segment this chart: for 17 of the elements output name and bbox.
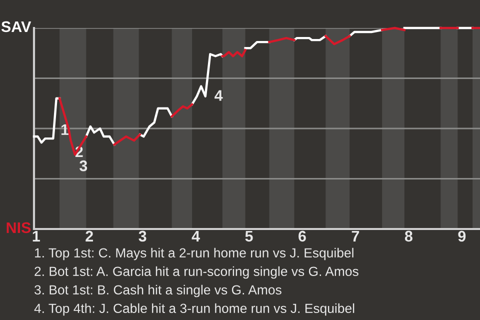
annotation: 3 [80, 160, 88, 172]
text: SAV [1, 21, 32, 32]
x-tick-label: 4 [192, 230, 200, 242]
text: 2. Bot 1st: A. Garcia hit a run-scoring single vs G. Amos [34, 266, 358, 279]
text: 1. Top 1st: C. Mays hit a 2-run home run vs J. Esquibel [35, 248, 354, 260]
x-tick-label: 2 [86, 230, 93, 242]
x-tick-label: 1 [32, 230, 40, 242]
annotation: 4 [214, 90, 223, 101]
x-tick-label: 5 [245, 230, 253, 242]
text: NIS [6, 222, 31, 234]
x-tick-label: 8 [404, 230, 412, 242]
text: 4. Top 4th: J. Cable hit a 3-run home run vs J. Esquibel [34, 303, 354, 316]
x-tick-label: 7 [352, 230, 360, 242]
x-tick-label: 6 [298, 230, 306, 242]
x-tick-label: 9 [458, 230, 466, 242]
text: 3. Bot 1st: B. Cash hit a single vs G. Amos [34, 284, 282, 298]
x-tick-label: 3 [138, 230, 146, 242]
